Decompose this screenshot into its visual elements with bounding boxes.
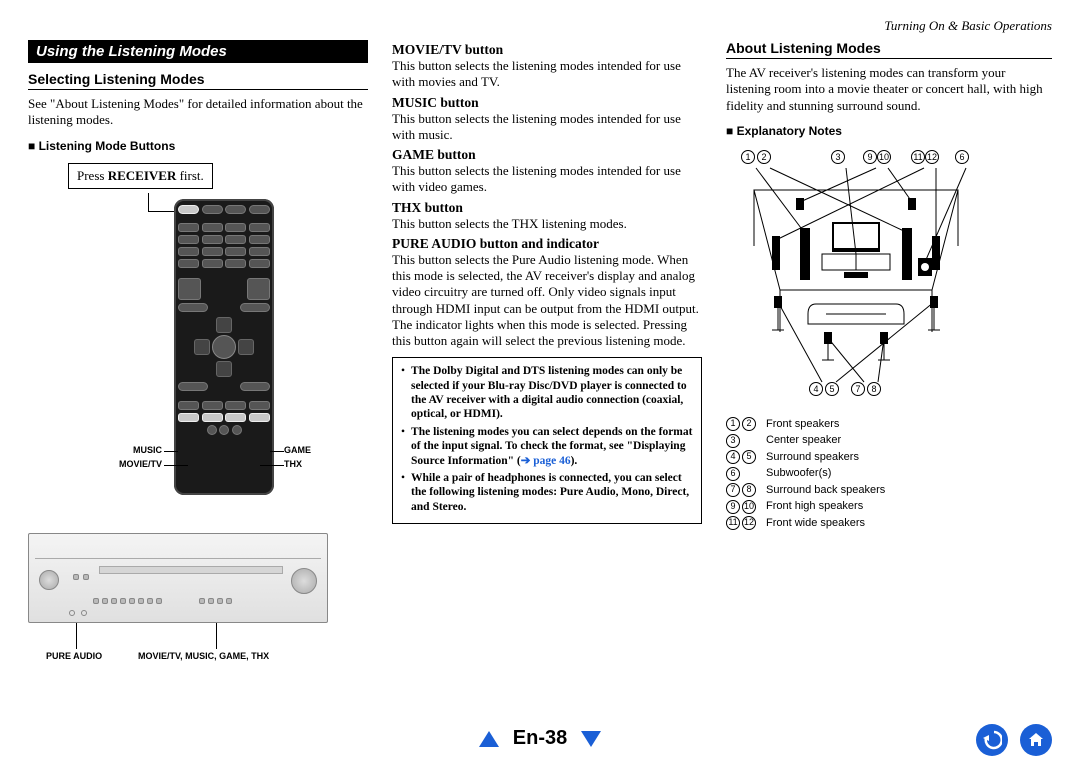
callout-prefix: Press <box>77 168 108 183</box>
diagram-number: 6 <box>955 150 969 164</box>
receiver-leads: PURE AUDIO MOVIE/TV, MUSIC, GAME, THX <box>28 623 328 673</box>
legend-label: Front speakers <box>766 416 1052 433</box>
button-title: GAME button <box>392 147 702 163</box>
legend-label: Surround back speakers <box>766 482 1052 499</box>
legend-row: 45 Surround speakers <box>726 449 1052 466</box>
callout-bold: RECEIVER <box>108 168 177 183</box>
speaker-diagram: 12391011126 4578 <box>726 146 986 406</box>
game-lead <box>270 451 284 452</box>
legend-number: 1 <box>726 417 740 431</box>
receiver-illustration <box>28 533 328 623</box>
music-label: MUSIC <box>110 445 162 455</box>
speaker-svg <box>726 146 986 406</box>
diagram-number: 10 <box>877 150 891 164</box>
thx-label: THX <box>284 459 302 469</box>
legend-row: 3 Center speaker <box>726 432 1052 449</box>
diagram-number: 4 <box>809 382 823 396</box>
legend-number: 8 <box>742 483 756 497</box>
diagram-number: 8 <box>867 382 881 396</box>
home-button[interactable] <box>1020 724 1052 756</box>
legend-number: 3 <box>726 434 740 448</box>
back-arrow-icon <box>982 730 1002 750</box>
legend-label: Subwoofer(s) <box>766 465 1052 482</box>
square-bullet-icon: ■ <box>28 139 39 153</box>
game-label: GAME <box>284 445 311 455</box>
about-intro: The AV receiver's listening modes can tr… <box>726 65 1052 114</box>
left-column: Using the Listening Modes Selecting List… <box>28 40 368 673</box>
middle-column: MOVIE/TV buttonThis button selects the l… <box>392 40 702 673</box>
pure-audio-label: PURE AUDIO <box>46 651 102 661</box>
music-lead <box>164 451 178 452</box>
page-link[interactable]: ➔ page 46 <box>521 455 571 467</box>
diagram-number: 11 <box>911 150 925 164</box>
page-footer: En-38 <box>0 727 1080 750</box>
legend-row: 6 Subwoofer(s) <box>726 465 1052 482</box>
note-item: •The listening modes you can select depe… <box>401 425 693 468</box>
about-heading: About Listening Modes <box>726 40 1052 59</box>
receiver-modes-label: MOVIE/TV, MUSIC, GAME, THX <box>138 651 269 661</box>
movietv-lead <box>164 465 188 466</box>
explanatory-notes-label: Explanatory Notes <box>737 124 842 138</box>
diagram-number: 2 <box>757 150 771 164</box>
legend-row: 78 Surround back speakers <box>726 482 1052 499</box>
legend-number: 10 <box>742 500 756 514</box>
note-item: •The Dolby Digital and DTS listening mod… <box>401 364 693 422</box>
diagram-number: 12 <box>925 150 939 164</box>
button-description: This button selects the listening modes … <box>392 58 702 91</box>
legend-label: Front wide speakers <box>766 515 1052 532</box>
press-receiver-callout: Press RECEIVER first. <box>68 163 213 189</box>
right-column: About Listening Modes The AV receiver's … <box>726 40 1052 673</box>
legend-number: 11 <box>726 516 740 530</box>
selecting-intro: See "About Listening Modes" for detailed… <box>28 96 368 129</box>
legend-label: Center speaker <box>766 432 1052 449</box>
note-item: •While a pair of headphones is connected… <box>401 471 693 514</box>
button-description: This button selects the THX listening mo… <box>392 216 702 232</box>
prev-page-button[interactable] <box>479 731 499 747</box>
button-title: MOVIE/TV button <box>392 42 702 58</box>
button-title: PURE AUDIO button and indicator <box>392 236 702 252</box>
home-icon <box>1027 731 1045 749</box>
button-description: This button selects the listening modes … <box>392 163 702 196</box>
legend-label: Surround speakers <box>766 449 1052 466</box>
legend-number: 12 <box>742 516 756 530</box>
explanatory-notes-heading: ■ Explanatory Notes <box>726 124 1052 138</box>
button-description: This button selects the listening modes … <box>392 111 702 144</box>
diagram-number: 3 <box>831 150 845 164</box>
thx-lead <box>260 465 284 466</box>
legend-label: Front high speakers <box>766 498 1052 515</box>
legend-row: 1112 Front wide speakers <box>726 515 1052 532</box>
diagram-number: 1 <box>741 150 755 164</box>
speaker-legend: 12 Front speakers 3 Center speaker 45 Surroun… <box>726 416 1052 532</box>
legend-row: 12 Front speakers <box>726 416 1052 433</box>
square-bullet-icon: ■ <box>726 124 737 138</box>
legend-number: 9 <box>726 500 740 514</box>
movietv-label: MOVIE/TV <box>100 459 162 469</box>
section-banner: Using the Listening Modes <box>28 40 368 63</box>
diagram-number: 9 <box>863 150 877 164</box>
remote-figure: MUSIC MOVIE/TV GAME THX <box>28 193 368 523</box>
selecting-heading: Selecting Listening Modes <box>28 71 368 90</box>
legend-number: 6 <box>726 467 740 481</box>
listening-mode-buttons-heading: ■ Listening Mode Buttons <box>28 139 368 153</box>
notes-box: •The Dolby Digital and DTS listening mod… <box>392 357 702 524</box>
mode-button-row <box>178 413 270 422</box>
legend-number: 5 <box>742 450 756 464</box>
page-number: En-38 <box>513 727 567 750</box>
button-title: THX button <box>392 200 702 216</box>
back-button[interactable] <box>976 724 1008 756</box>
next-page-button[interactable] <box>581 731 601 747</box>
breadcrumb: Turning On & Basic Operations <box>28 18 1052 34</box>
diagram-number: 7 <box>851 382 865 396</box>
button-title: MUSIC button <box>392 95 702 111</box>
diagram-number: 5 <box>825 382 839 396</box>
listening-mode-buttons-label: Listening Mode Buttons <box>39 139 176 153</box>
button-description: This button selects the Pure Audio liste… <box>392 252 702 350</box>
callout-leader <box>148 193 149 211</box>
callout-suffix: first. <box>176 168 203 183</box>
legend-number: 2 <box>742 417 756 431</box>
legend-number: 4 <box>726 450 740 464</box>
remote-illustration <box>174 199 274 495</box>
legend-number: 7 <box>726 483 740 497</box>
legend-row: 910 Front high speakers <box>726 498 1052 515</box>
